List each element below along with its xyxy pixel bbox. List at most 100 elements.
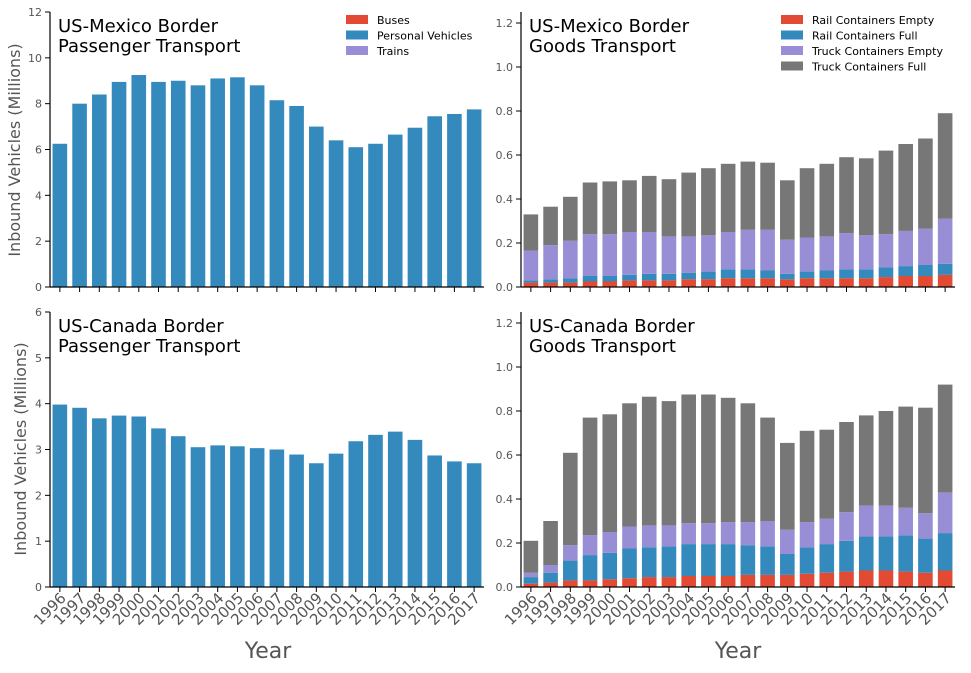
bar-ca-goods-truck_empty-1997 <box>543 565 558 573</box>
bar-ca-pass-personal_vehicles-2008 <box>289 455 304 587</box>
bar-mx-pass-personal_vehicles-2007 <box>270 100 285 287</box>
bar-ca-goods-truck_empty-2005 <box>701 523 716 544</box>
title-line: Goods Transport <box>529 36 676 57</box>
bar-ca-pass-personal_vehicles-2007 <box>270 450 285 587</box>
bar-ca-pass-personal_vehicles-1999 <box>112 416 127 587</box>
ytick-label-mx-goods: 0.0 <box>496 281 514 294</box>
bar-ca-goods-truck_empty-2001 <box>622 527 637 549</box>
bar-ca-goods-truck_full-2014 <box>879 411 894 506</box>
bar-ca-goods-rail_empty-2008 <box>760 575 775 587</box>
bar-mx-goods-rail_full-2002 <box>642 274 657 281</box>
bar-ca-goods-truck_full-2013 <box>859 415 874 505</box>
bar-mx-pass-personal_vehicles-1996 <box>53 144 68 287</box>
bar-ca-goods-rail_empty-2011 <box>819 573 834 587</box>
bar-ca-goods-rail_empty-2004 <box>681 576 696 587</box>
bar-ca-goods-rail_full-2009 <box>780 554 795 575</box>
bar-ca-goods-truck_empty-2011 <box>819 519 834 544</box>
bar-ca-goods-truck_empty-1998 <box>563 545 578 560</box>
ytick-label-mx-pass: 6 <box>35 144 42 157</box>
bar-mx-goods-truck_full-1996 <box>524 214 539 250</box>
bar-mx-pass-personal_vehicles-2001 <box>151 82 166 287</box>
bar-ca-goods-rail_full-2000 <box>602 553 617 579</box>
bar-mx-goods-rail_full-2016 <box>918 265 933 276</box>
bar-mx-pass-personal_vehicles-2013 <box>388 135 403 287</box>
bar-mx-pass-personal_vehicles-1997 <box>72 104 87 287</box>
bar-ca-pass-personal_vehicles-2015 <box>427 455 442 586</box>
bar-ca-pass-personal_vehicles-2005 <box>230 446 245 586</box>
legend-swatch <box>781 62 803 71</box>
bar-mx-goods-rail_full-2001 <box>622 275 637 281</box>
bar-ca-goods-rail_empty-2001 <box>622 578 637 587</box>
bar-ca-goods-truck_empty-2007 <box>741 522 756 545</box>
bar-ca-goods-truck_full-2015 <box>898 407 913 508</box>
bar-mx-goods-rail_full-2013 <box>859 269 874 278</box>
bar-mx-pass-personal_vehicles-1998 <box>92 95 107 288</box>
bar-ca-goods-truck_full-2010 <box>800 431 815 522</box>
ytick-label-ca-pass: 3 <box>35 444 42 457</box>
bar-ca-goods-truck_empty-2010 <box>800 522 815 547</box>
bar-mx-goods-rail_full-2010 <box>800 272 815 279</box>
ytick-label-ca-goods: 1.2 <box>496 317 514 330</box>
ytick-label-ca-pass: 6 <box>35 306 42 319</box>
ytick-label-ca-pass: 2 <box>35 489 42 502</box>
bar-mx-goods-rail_empty-2014 <box>879 277 894 287</box>
ytick-label-mx-goods: 1.2 <box>496 17 514 30</box>
ytick-label-ca-goods: 0.4 <box>496 493 514 506</box>
bar-ca-goods-truck_full-2009 <box>780 443 795 530</box>
bar-ca-goods-truck_empty-2008 <box>760 521 775 546</box>
bar-mx-goods-truck_empty-2013 <box>859 235 874 269</box>
bar-mx-goods-truck_empty-1996 <box>524 251 539 281</box>
bar-mx-goods-truck_full-2009 <box>780 180 795 239</box>
bar-ca-goods-truck_empty-1996 <box>524 573 539 577</box>
bar-mx-pass-personal_vehicles-2012 <box>368 144 383 287</box>
bar-mx-pass-personal_vehicles-2014 <box>408 128 423 287</box>
bar-mx-goods-rail_full-2017 <box>938 264 953 275</box>
bar-ca-goods-rail_full-2003 <box>662 546 677 577</box>
legend-label: Truck Containers Full <box>811 61 926 74</box>
bar-mx-pass-personal_vehicles-2000 <box>131 75 146 287</box>
bar-mx-pass-personal_vehicles-2002 <box>171 81 186 287</box>
bar-mx-goods-truck_empty-2006 <box>721 232 736 269</box>
bar-mx-goods-truck_empty-2005 <box>701 235 716 271</box>
legend-swatch <box>346 15 368 24</box>
bar-mx-goods-rail_full-1996 <box>524 280 539 282</box>
ylabel-bottom: Inbound Vehicles (Millions) <box>11 342 30 555</box>
title-line: Goods Transport <box>529 336 676 357</box>
bar-ca-pass-personal_vehicles-2010 <box>329 454 344 587</box>
ylabel-top: Inbound Vehicles (Millions) <box>5 43 24 256</box>
bar-ca-goods-truck_full-1996 <box>524 541 539 573</box>
bar-mx-goods-rail_empty-2008 <box>760 278 775 287</box>
bar-ca-goods-truck_empty-2003 <box>662 525 677 546</box>
bar-mx-goods-truck_full-2000 <box>602 181 617 234</box>
bar-ca-goods-rail_empty-2014 <box>879 571 894 588</box>
bar-ca-goods-truck_full-2011 <box>819 430 834 519</box>
bar-mx-pass-personal_vehicles-2004 <box>210 78 225 287</box>
bar-mx-goods-truck_full-2014 <box>879 151 894 235</box>
bar-mx-goods-rail_full-2006 <box>721 269 736 278</box>
ytick-label-mx-goods: 1.0 <box>496 61 514 74</box>
bar-mx-goods-truck_full-2011 <box>819 164 834 237</box>
bar-mx-goods-truck_empty-2002 <box>642 232 657 274</box>
bar-ca-goods-rail_full-2006 <box>721 544 736 576</box>
bar-ca-goods-truck_empty-1999 <box>583 535 598 555</box>
bar-ca-pass-personal_vehicles-1998 <box>92 418 107 586</box>
bar-ca-goods-rail_empty-2016 <box>918 573 933 587</box>
xlabel-right: Year <box>714 639 763 664</box>
bar-ca-goods-truck_full-2001 <box>622 403 637 526</box>
bar-ca-goods-truck_empty-2015 <box>898 508 913 536</box>
bar-ca-goods-rail_full-2015 <box>898 535 913 571</box>
bar-mx-pass-personal_vehicles-2009 <box>309 127 324 287</box>
bar-mx-goods-truck_empty-2011 <box>819 236 834 270</box>
legend-swatch <box>781 31 803 40</box>
bar-mx-goods-truck_empty-2009 <box>780 240 795 274</box>
legend-label: Trains <box>376 45 409 58</box>
bar-ca-goods-truck_full-2008 <box>760 418 775 521</box>
legend-label: Rail Containers Empty <box>812 14 935 27</box>
bar-mx-goods-truck_full-2004 <box>681 173 696 237</box>
bar-ca-goods-truck_full-2000 <box>602 414 617 532</box>
bar-ca-goods-rail_full-2010 <box>800 547 815 573</box>
bar-ca-goods-truck_empty-2016 <box>918 513 933 538</box>
ytick-label-ca-goods: 0.2 <box>496 537 514 550</box>
